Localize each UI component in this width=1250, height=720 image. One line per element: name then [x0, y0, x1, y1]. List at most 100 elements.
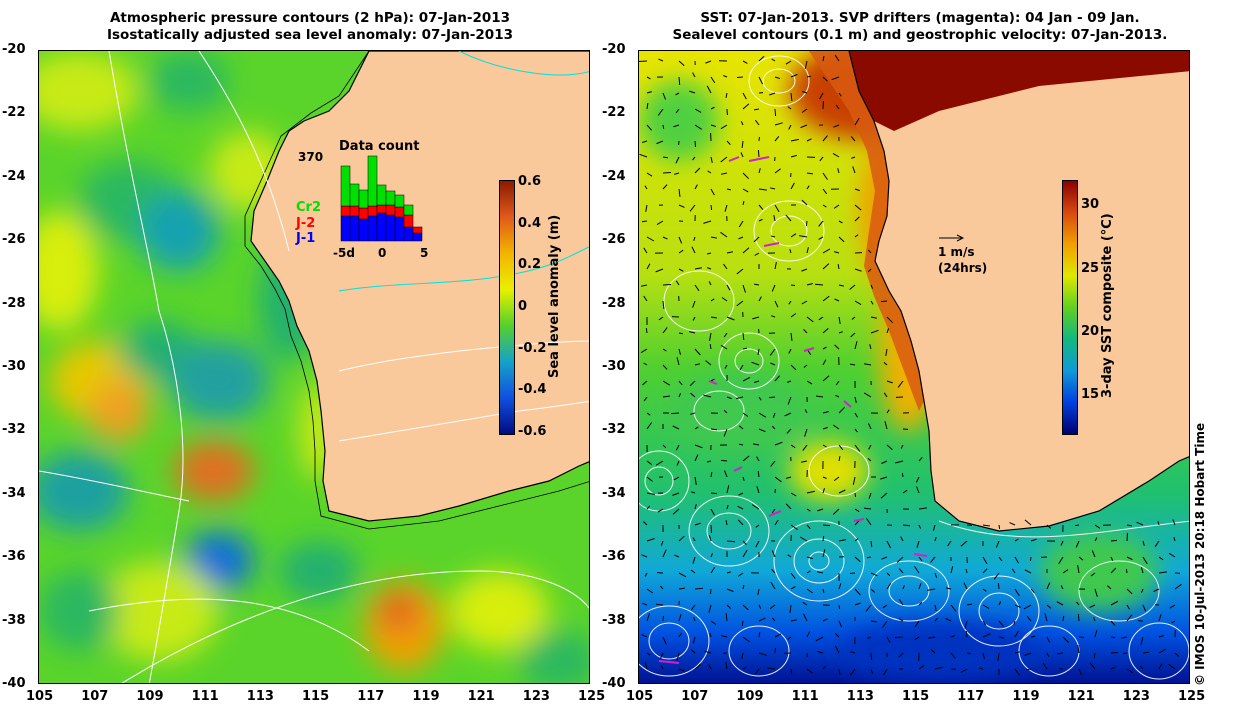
- velocity-arrow: [854, 412, 858, 418]
- velocity-arrow: [849, 668, 856, 676]
- velocity-arrow: [806, 556, 813, 560]
- velocity-arrow: [757, 588, 760, 595]
- velocity-arrow: [950, 635, 955, 638]
- sst-colorbar-tick: 30: [1081, 197, 1100, 213]
- velocity-arrow: [1110, 652, 1119, 654]
- velocity-arrow: [720, 231, 728, 238]
- velocity-arrow: [706, 252, 712, 255]
- velocity-arrow: [886, 409, 890, 414]
- velocity-arrow: [656, 140, 664, 145]
- velocity-arrow: [1024, 569, 1032, 574]
- velocity-arrow: [755, 119, 760, 126]
- velocity-arrow: [854, 300, 862, 306]
- velocity-arrow: [693, 236, 696, 241]
- velocity-arrow: [850, 651, 856, 654]
- velocity-arrow: [918, 524, 922, 529]
- velocity-arrow: [965, 568, 968, 574]
- velocity-arrow: [806, 524, 811, 530]
- velocity-arrow: [1029, 556, 1032, 561]
- velocity-arrow: [997, 652, 1000, 661]
- velocity-arrow: [785, 214, 792, 222]
- velocity-arrow: [720, 344, 728, 350]
- velocity-arrow: [817, 508, 824, 512]
- right-lon-tick: 113: [846, 689, 874, 704]
- velocity-arrow: [833, 124, 840, 128]
- velocity-arrow: [982, 604, 990, 609]
- velocity-arrow: [660, 652, 664, 659]
- velocity-arrow: [854, 588, 861, 596]
- velocity-arrow: [802, 444, 808, 451]
- velocity-arrow: [1126, 604, 1130, 610]
- velocity-arrow: [1158, 648, 1167, 654]
- velocity-arrow: [854, 508, 860, 513]
- velocity-arrow: [672, 425, 680, 430]
- velocity-arrow: [660, 540, 664, 546]
- histogram-bar: [394, 194, 405, 208]
- velocity-arrow: [822, 524, 831, 527]
- left-title-line2: Isostatically adjusted sea level anomaly…: [107, 27, 513, 43]
- sea-level-colorbar-tick: 0.4: [518, 215, 542, 231]
- velocity-arrow: [736, 396, 744, 400]
- velocity-arrow: [1046, 636, 1051, 643]
- velocity-arrow: [927, 588, 936, 591]
- velocity-arrow: [1173, 537, 1176, 542]
- velocity-arrow: [694, 476, 697, 485]
- histogram-bar: [403, 214, 414, 228]
- left-lat-tick: -30: [2, 359, 26, 374]
- velocity-arrow: [740, 152, 744, 158]
- velocity-arrow: [902, 585, 905, 590]
- velocity-arrow: [822, 665, 827, 670]
- velocity-arrow: [1158, 614, 1162, 622]
- sst-colorbar: [1062, 180, 1078, 435]
- sea-level-colorbar-tick: 0: [518, 299, 528, 314]
- velocity-arrow: [934, 617, 938, 622]
- velocity-arrow: [993, 572, 1000, 580]
- velocity-arrow: [881, 460, 888, 464]
- velocity-arrow: [737, 572, 744, 577]
- velocity-arrow: [678, 572, 687, 578]
- velocity-arrow: [694, 184, 698, 190]
- velocity-arrow: [1026, 615, 1032, 622]
- velocity-arrow: [834, 344, 840, 350]
- velocity-arrow: [854, 602, 861, 606]
- velocity-arrow: [705, 60, 712, 64]
- velocity-arrow: [800, 124, 808, 129]
- velocity-arrow: [662, 364, 668, 370]
- velocity-arrow: [754, 108, 760, 111]
- velocity-arrow: [785, 60, 792, 65]
- velocity-arrow: [710, 620, 717, 625]
- velocity-arrow: [643, 521, 648, 526]
- legend-mission-j1: J-1: [296, 232, 315, 246]
- velocity-arrow: [772, 412, 776, 418]
- velocity-arrow: [945, 618, 952, 622]
- velocity-arrow: [674, 554, 680, 558]
- velocity-arrow: [754, 283, 760, 286]
- velocity-arrow: [1044, 613, 1048, 622]
- velocity-arrow: [838, 284, 845, 287]
- velocity-arrow: [790, 364, 797, 371]
- velocity-arrow: [678, 332, 683, 335]
- velocity-arrow: [880, 492, 888, 499]
- velocity-arrow: [678, 348, 681, 355]
- velocity-arrow: [771, 550, 776, 558]
- velocity-arrow: [1023, 604, 1032, 610]
- velocity-arrow: [1060, 540, 1064, 546]
- velocity-arrow: [800, 460, 808, 463]
- velocity-arrow: [787, 554, 792, 558]
- velocity-arrow: [757, 471, 760, 478]
- velocity-arrow: [658, 316, 664, 321]
- velocity-arrow: [834, 645, 840, 654]
- velocity-arrow: [662, 348, 667, 352]
- velocity-arrow: [822, 76, 828, 82]
- velocity-arrow: [838, 620, 843, 628]
- velocity-arrow: [738, 443, 744, 446]
- velocity-arrow: [757, 348, 760, 355]
- velocity-arrow: [790, 572, 796, 579]
- histogram-bar: [394, 216, 405, 242]
- velocity-arrow: [838, 220, 843, 224]
- right-lat-tick: -26: [602, 232, 626, 248]
- histogram-bar: [349, 215, 360, 242]
- velocity-arrow: [770, 235, 776, 238]
- velocity-arrow: [690, 392, 696, 398]
- velocity-arrow: [725, 613, 728, 622]
